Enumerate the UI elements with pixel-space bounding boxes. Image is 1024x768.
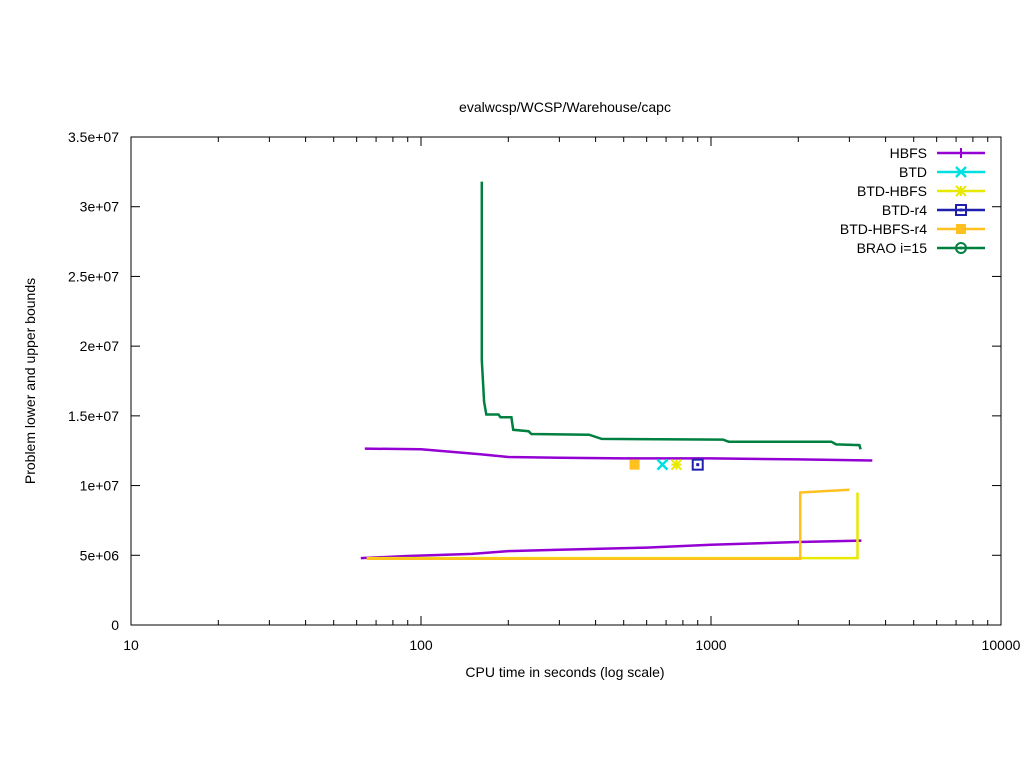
series-line [364,447,873,462]
legend-label: BRAO i=15 [857,240,928,256]
legend-label: BTD-r4 [882,202,927,218]
marker-star [670,458,683,471]
legend-label: BTD-HBFS [857,183,927,199]
y-tick-label: 5e+06 [80,547,120,563]
y-tick-label: 2e+07 [80,338,120,354]
x-axis-label: CPU time in seconds (log scale) [465,664,664,680]
chart-title: evalwcsp/WCSP/Warehouse/capc [459,99,671,115]
legend-label: BTD-HBFS-r4 [840,221,927,237]
marker-center-dot [959,208,963,212]
marker-star [955,185,967,197]
legend-label: HBFS [890,145,927,161]
series-hbfs [360,447,873,560]
y-tick-label: 1.5e+07 [68,408,119,424]
x-tick-label: 1000 [695,637,726,653]
marker-open-square [955,204,967,216]
marker-open-square [691,458,704,471]
y-tick-label: 3e+07 [80,199,120,215]
y-axis-label: Problem lower and upper bounds [22,278,38,484]
marker-plus [956,148,966,158]
y-tick-label: 3.5e+07 [68,129,119,145]
y-tick-label: 0 [111,617,119,633]
marker-filled-square [629,459,640,470]
series-btd-hbfs-r4 [366,459,850,561]
marker-cross [955,166,967,178]
series-btd-r4 [691,458,704,471]
series-line [480,181,862,450]
marker-center-dot [959,246,963,250]
series-brao-i-15 [480,181,862,450]
x-tick-label: 100 [409,637,433,653]
x-tick-label: 10000 [982,637,1021,653]
series-btd [656,458,669,471]
plot-area-frame [130,136,1002,626]
marker-center-dot [696,463,700,467]
marker-filled-square [956,224,966,234]
marker-circle [955,242,967,254]
series-line [360,539,862,560]
series-line [366,488,850,561]
x-tick-label: 10 [123,637,139,653]
marker-cross [656,458,669,471]
y-tick-label: 1e+07 [80,478,120,494]
y-tick-label: 2.5e+07 [68,268,119,284]
legend-label: BTD [899,164,927,180]
